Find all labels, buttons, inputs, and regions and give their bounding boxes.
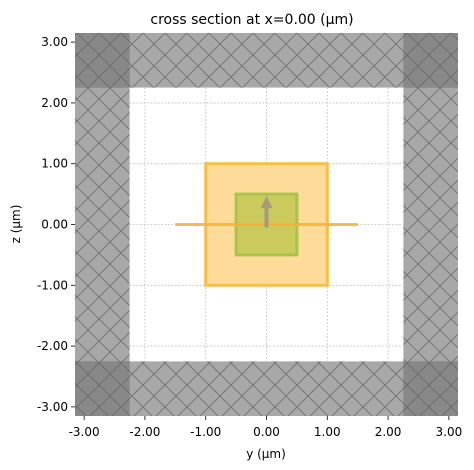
y-tick-label: 3.00: [41, 35, 68, 49]
y-tick-label: 2.00: [41, 96, 68, 110]
plot-title: cross section at x=0.00 (µm): [150, 12, 353, 28]
x-axis-label: y (µm): [246, 447, 286, 461]
x-tick-label: 0.00: [253, 425, 280, 439]
source-arrow: [260, 196, 273, 228]
y-tick-label: 1.00: [41, 157, 68, 171]
pml-hatch: [403, 33, 458, 416]
x-axis-ticks: -3.00 -2.00 -1.00 0.00 1.00 2.00 3.00: [69, 416, 463, 439]
y-axis-ticks: 3.00 2.00 1.00 0.00 -1.00 -2.00 -3.00: [37, 35, 75, 414]
pml-hatch: [75, 33, 130, 416]
x-tick-label: -1.00: [190, 425, 221, 439]
y-tick-label: -2.00: [37, 339, 68, 353]
x-tick-label: 1.00: [314, 425, 341, 439]
x-tick-label: 3.00: [436, 425, 463, 439]
x-tick-label: 2.00: [375, 425, 402, 439]
y-tick-label: -1.00: [37, 278, 68, 292]
pml-regions: [75, 33, 458, 416]
x-tick-label: -2.00: [129, 425, 160, 439]
source-arrow-head: [260, 196, 273, 209]
pml-hatch: [75, 361, 458, 416]
y-axis-label: z (µm): [9, 205, 23, 244]
y-tick-label: 0.00: [41, 218, 68, 232]
pml-hatch: [75, 33, 458, 88]
y-tick-label: -3.00: [37, 400, 68, 414]
x-tick-label: -3.00: [69, 425, 100, 439]
